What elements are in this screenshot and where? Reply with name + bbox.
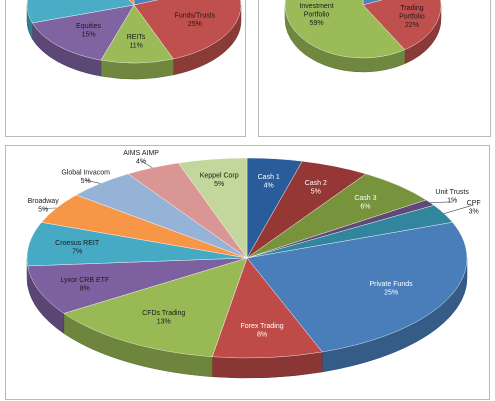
- category-label-cash-1: Cash 1: [258, 174, 280, 181]
- value-label-lyxor-crb-etf: 8%: [80, 285, 90, 292]
- chart-panel-top-left: 19%Funds/Trusts25%REITs11%Equities15%Tra…: [5, 0, 246, 137]
- pie-chart-top-right: 19%TradingPortfolio22%InvestmentPortfoli…: [284, 0, 442, 73]
- pie-slice-private-funds: [246, 222, 468, 353]
- category-label-investment-portfolio-1: Portfolio: [304, 12, 330, 19]
- value-label-broadway: 5%: [38, 206, 48, 213]
- value-label-unit-trusts: 1%: [447, 198, 457, 205]
- category-label-cfds-trading: CFDs Trading: [142, 310, 185, 317]
- category-label-funds-trusts: Funds/Trusts: [175, 13, 216, 20]
- value-label-trading-accts: 22%: [65, 0, 79, 1]
- value-label-aims-aimp: 4%: [136, 159, 146, 166]
- pie-slice-lyxor-crb-etf: [27, 257, 248, 314]
- pie-slice-keppel-corp: [177, 157, 248, 259]
- pie-slice-cfds-trading: [63, 257, 248, 357]
- category-label-broadway: Broadway: [28, 198, 60, 205]
- pie-top-faces: [26, 157, 468, 359]
- value-label-reits: 11%: [129, 43, 143, 50]
- category-label-cash-3: Cash 3: [354, 195, 376, 202]
- pie-slice-funds-trusts: [133, 0, 242, 60]
- pie-slice-equities: [31, 4, 135, 61]
- chart-panel-bottom: Cash 1 4% Cash 2 5% Cash 3 6% Unit Trusts 1% CPF…: [5, 145, 490, 400]
- value-label-global-invacom: 5%: [81, 178, 91, 185]
- slice-labels: 19%TradingPortfolio22%InvestmentPortfoli…: [299, 3, 425, 29]
- pie-slice-trading-accts: [26, 0, 135, 24]
- leader-lines: [43, 160, 474, 214]
- category-label-forex-trading: Forex Trading: [240, 323, 283, 330]
- category-label-reits: REITs: [127, 34, 146, 41]
- value-label-cash-3: 6%: [360, 203, 370, 210]
- category-label-global-invacom: Global Invacom: [61, 169, 110, 176]
- category-label-investment-portfolio: Investment: [299, 3, 333, 10]
- category-label-lyxor-crb-etf: Lyxor CRB ETF: [60, 277, 109, 284]
- category-label-unit-trusts: Unit Trusts: [435, 189, 469, 196]
- pie-slice-investment-portfolio: [284, 0, 406, 59]
- value-label-funds-trusts: 25%: [188, 21, 202, 28]
- category-label-private-funds: Private Funds: [369, 281, 413, 288]
- chart-panel-top-right: 19%TradingPortfolio22%InvestmentPortfoli…: [258, 0, 491, 137]
- pie-slice-forex-trading: [211, 257, 323, 359]
- slice-labels: 19%Funds/Trusts25%REITs11%Equities15%Tra…: [65, 0, 216, 50]
- pie-slice-slice-6: [128, 0, 135, 6]
- value-label-private-funds: 25%: [384, 290, 398, 297]
- leader-line-global-invacom: [85, 179, 101, 184]
- category-label-cpf: CPF: [467, 200, 481, 207]
- value-label-cash-1: 4%: [264, 182, 274, 189]
- category-label-keppel-corp: Keppel Corp: [200, 172, 239, 179]
- pie-slice-slice-1: [362, 0, 383, 6]
- value-label-keppel-corp: 5%: [214, 181, 224, 188]
- value-label-trading-portfolio: 22%: [405, 22, 419, 29]
- pie-top-faces: [284, 0, 442, 59]
- pie-slice-reits: [100, 4, 174, 64]
- leader-line-aims-aimp: [140, 160, 153, 168]
- leader-line-unit-trusts: [430, 201, 453, 203]
- category-label-cash-2: Cash 2: [305, 180, 327, 187]
- pie-chart-top-left: 19%Funds/Trusts25%REITs11%Equities15%Tra…: [26, 0, 242, 80]
- value-label-investment-portfolio: 59%: [310, 20, 324, 27]
- leader-line-broadway: [43, 207, 57, 209]
- pie-top-faces: [26, 0, 242, 64]
- leader-line-cpf: [444, 204, 474, 214]
- pie-slice-trading-portfolio: [362, 0, 442, 50]
- category-label-aims-aimp: AIMS AIMP: [123, 150, 159, 157]
- category-label-trading-portfolio-1: Portfolio: [399, 13, 425, 20]
- value-label-croesus-reit: 7%: [72, 249, 82, 256]
- value-label-equities: 15%: [82, 31, 96, 38]
- value-label-forex-trading: 8%: [257, 331, 267, 338]
- value-label-cash-2: 5%: [311, 188, 321, 195]
- category-label-equities: Equities: [76, 23, 101, 30]
- value-label-cfds-trading: 13%: [157, 319, 171, 326]
- value-label-cpf: 3%: [469, 209, 479, 216]
- category-label-trading-portfolio: Trading: [400, 5, 424, 12]
- category-label-croesus-reit: Croesus REIT: [55, 240, 100, 247]
